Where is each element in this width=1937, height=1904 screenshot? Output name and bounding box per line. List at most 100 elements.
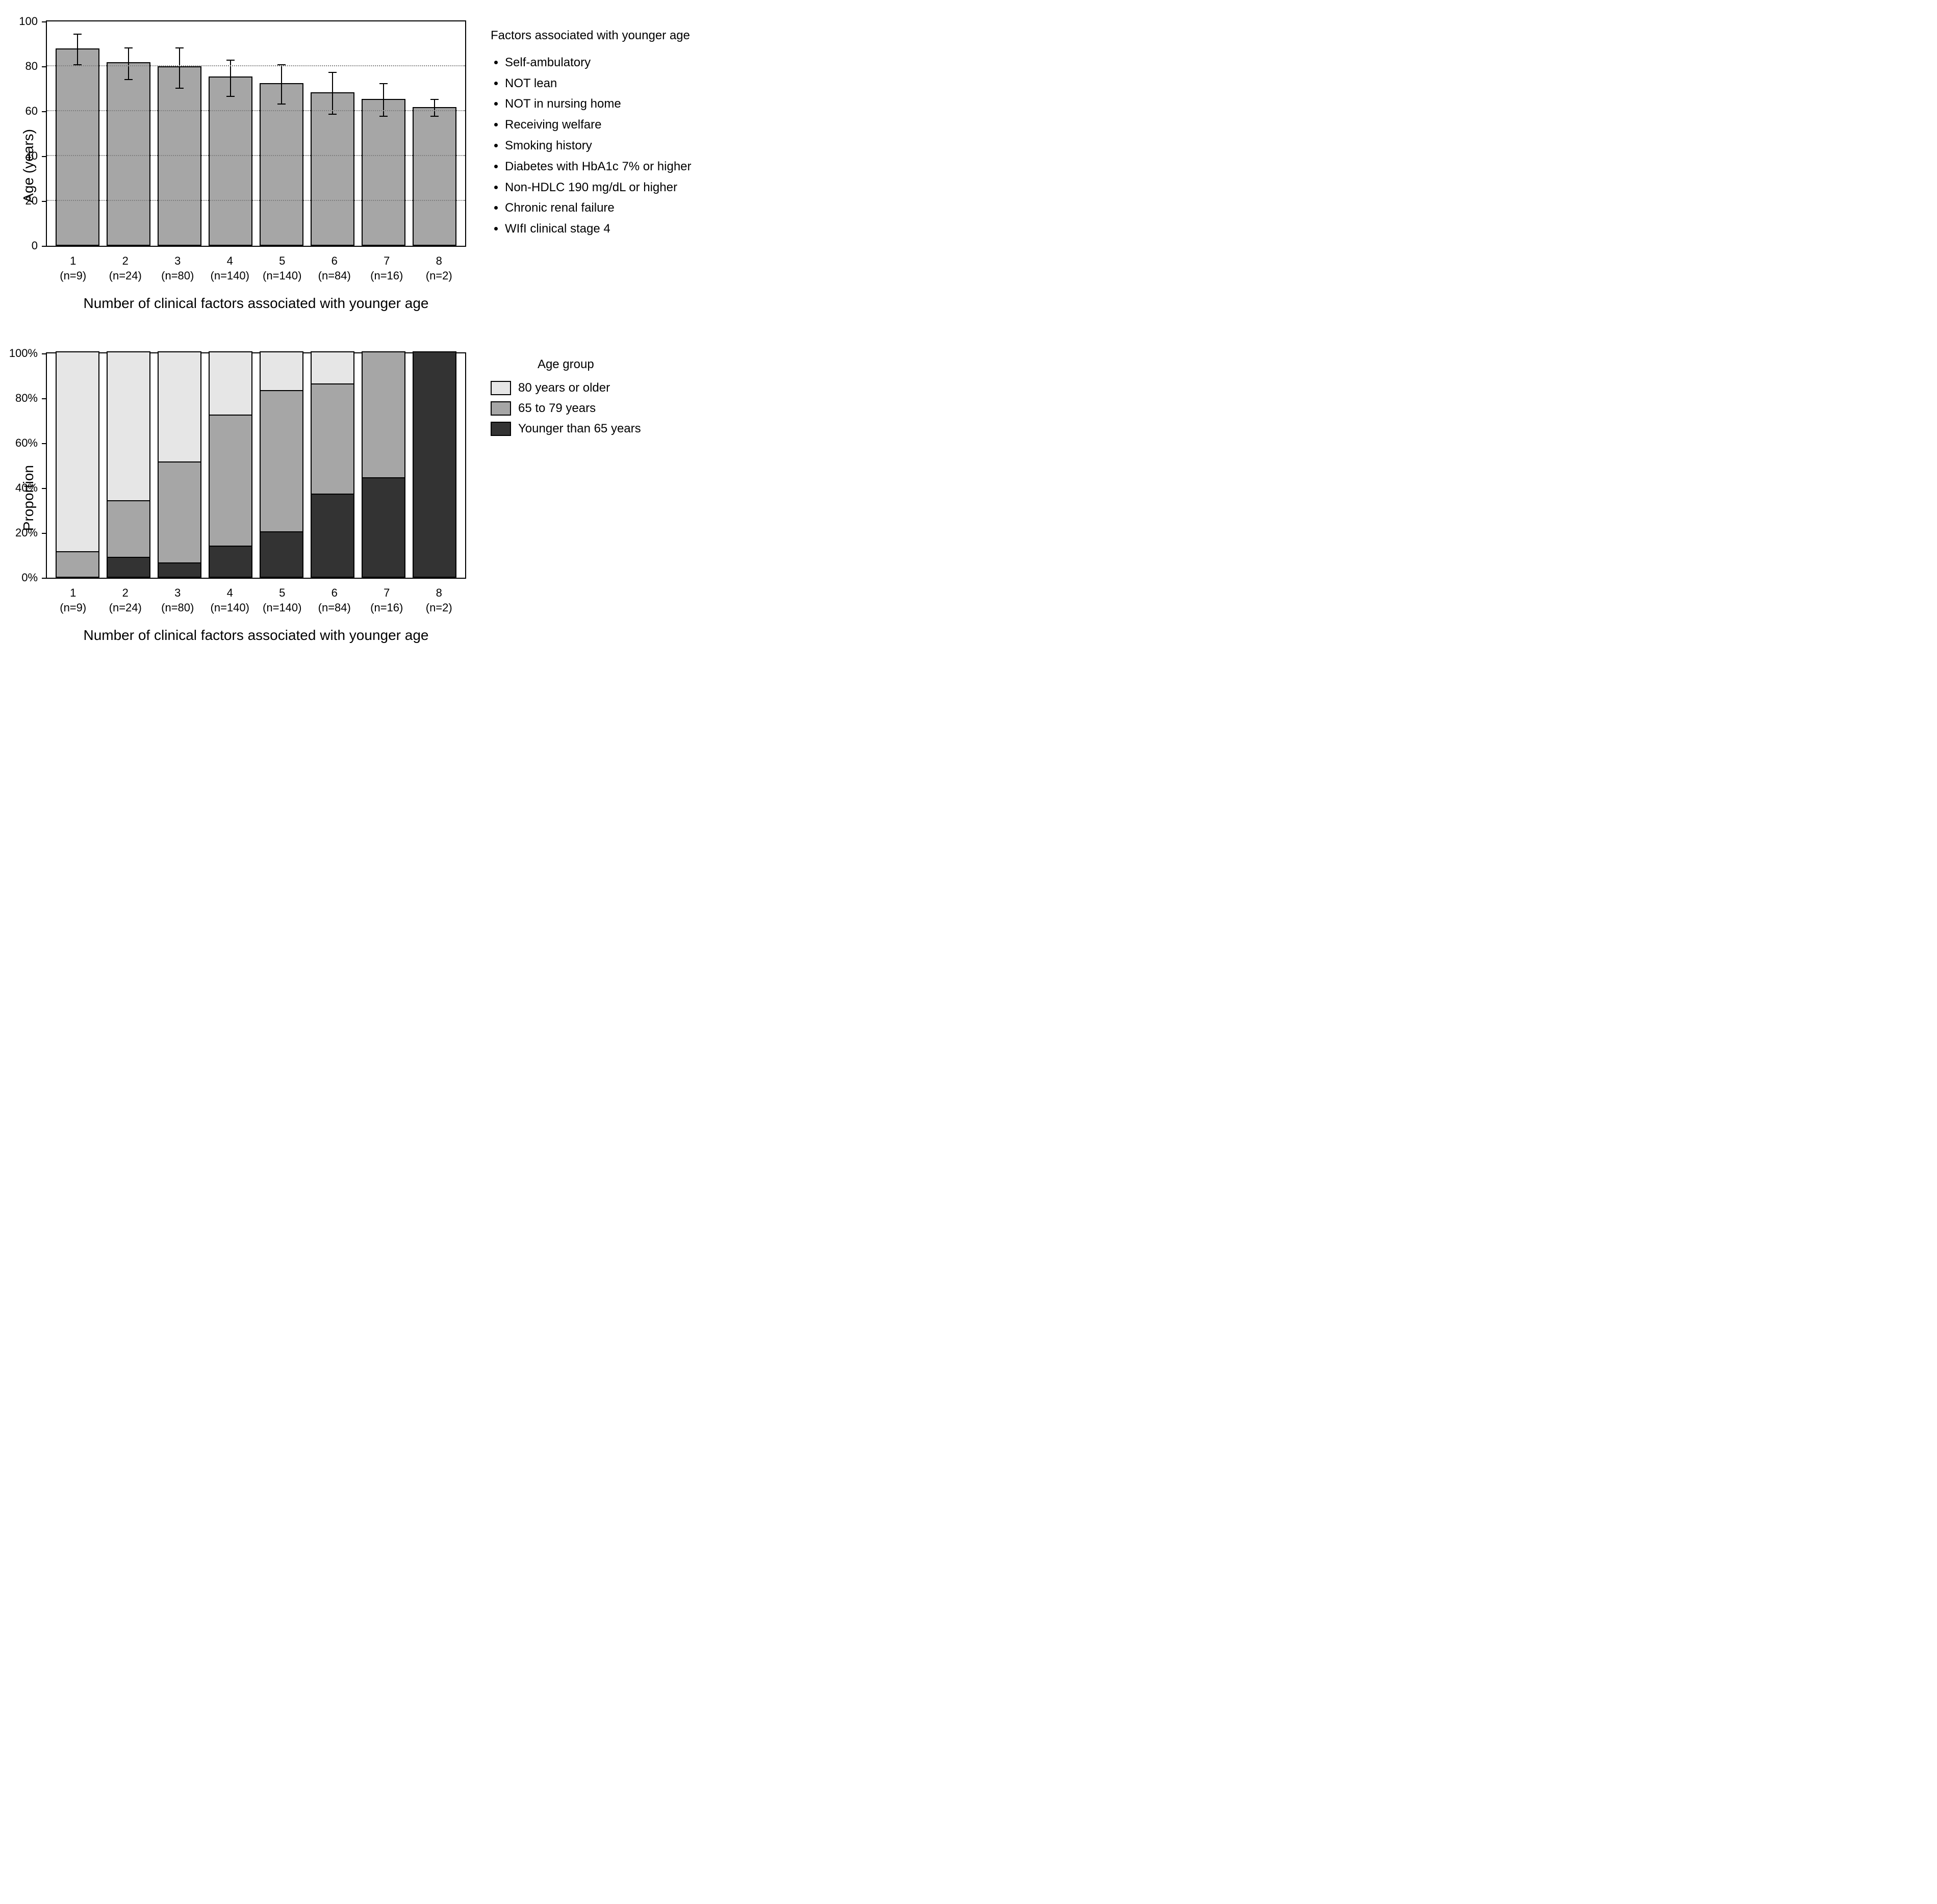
factors-title: Factors associated with younger age <box>491 25 692 46</box>
stack-segment-older80 <box>57 352 98 551</box>
factor-item: Non-HDLC 190 mg/dL or higher <box>505 177 692 198</box>
stacked-bar <box>311 351 354 578</box>
legend-label: 65 to 79 years <box>518 401 596 416</box>
stack-segment-mid6579 <box>57 551 98 577</box>
stacked-bar <box>209 351 252 578</box>
error-bar <box>434 99 435 117</box>
legend-swatch <box>491 381 511 395</box>
stacked-bar <box>260 351 303 578</box>
bottom-panel: Proportion 0%20%40%60%80%100% 1(n=9)2(n=… <box>20 352 1917 644</box>
stack-segment-younger65 <box>159 562 200 577</box>
factors-ul: Self-ambulatoryNOT leanNOT in nursing ho… <box>491 53 692 240</box>
top-chart-block: Age (years) 020406080100 1(n=9)2(n=24)3(… <box>20 20 470 312</box>
grid-line <box>47 110 465 111</box>
ytick: 0% <box>21 571 47 584</box>
figure-wrap: Age (years) 020406080100 1(n=9)2(n=24)3(… <box>20 20 1917 644</box>
stacked-bar <box>413 351 456 578</box>
bar <box>362 99 405 246</box>
legend-label: 80 years or older <box>518 381 610 395</box>
ytick: 40 <box>26 149 47 163</box>
bottom-chart-area: 0%20%40%60%80%100% 1(n=9)2(n=24)3(n=80)4… <box>42 352 470 644</box>
xtick: 2(n=24) <box>99 586 152 615</box>
legend-items: 80 years or older65 to 79 yearsYounger t… <box>491 381 641 436</box>
factor-item: NOT lean <box>505 73 692 94</box>
ytick: 100% <box>9 347 47 360</box>
bar-slot <box>52 353 103 578</box>
grid-line <box>47 200 465 201</box>
factor-item: Receiving welfare <box>505 115 692 136</box>
top-xlabel: Number of clinical factors associated wi… <box>83 295 428 312</box>
stack-segment-younger65 <box>261 531 302 577</box>
ytick: 60% <box>15 436 47 450</box>
bar-slot <box>409 353 460 578</box>
bottom-chart-block: Proportion 0%20%40%60%80%100% 1(n=9)2(n=… <box>20 352 470 644</box>
error-bar <box>179 47 180 89</box>
legend-swatch <box>491 422 511 436</box>
stack-segment-older80 <box>210 352 251 415</box>
bar <box>209 76 252 246</box>
xtick: 4(n=140) <box>204 586 257 615</box>
xtick: 3(n=80) <box>151 586 204 615</box>
bar-slot <box>409 21 460 246</box>
bar-slot <box>103 353 154 578</box>
error-bar <box>77 34 78 65</box>
ytick: 40% <box>15 481 47 495</box>
stack-segment-older80 <box>108 352 149 500</box>
stack-segment-mid6579 <box>363 352 404 477</box>
xtick: 8(n=2) <box>413 254 466 283</box>
stack-segment-mid6579 <box>261 390 302 531</box>
grid-line <box>47 65 465 66</box>
bar-slot <box>307 21 358 246</box>
xtick: 4(n=140) <box>204 254 257 283</box>
bar <box>311 92 354 246</box>
bar-slot <box>154 353 205 578</box>
factor-item: Self-ambulatory <box>505 53 692 73</box>
top-bars <box>47 21 465 246</box>
xtick: 5(n=140) <box>256 586 309 615</box>
bar-slot <box>358 353 409 578</box>
factor-item: Smoking history <box>505 136 692 157</box>
legend-title: Age group <box>491 357 641 372</box>
legend-item: 65 to 79 years <box>491 401 641 416</box>
stacked-bar <box>362 351 405 578</box>
bar <box>107 62 150 246</box>
bar-slot <box>256 353 307 578</box>
bottom-ylabel: Proportion <box>20 465 37 531</box>
xtick: 1(n=9) <box>47 586 99 615</box>
bar <box>56 48 99 246</box>
bar-slot <box>358 21 409 246</box>
factor-item: Chronic renal failure <box>505 198 692 219</box>
xtick: 6(n=84) <box>309 586 361 615</box>
bottom-bars <box>47 353 465 578</box>
stack-segment-older80 <box>312 352 353 383</box>
bar <box>260 83 303 246</box>
top-plot: 020406080100 <box>46 20 466 247</box>
stack-segment-older80 <box>159 352 200 461</box>
bar-slot <box>205 353 256 578</box>
stack-segment-mid6579 <box>159 461 200 562</box>
xtick: 1(n=9) <box>47 254 99 283</box>
factors-list: Factors associated with younger age Self… <box>491 20 692 240</box>
stack-segment-younger65 <box>312 494 353 577</box>
bar <box>413 107 456 246</box>
factor-item: NOT in nursing home <box>505 94 692 115</box>
bottom-xticks: 1(n=9)2(n=24)3(n=80)4(n=140)5(n=140)6(n=… <box>42 586 470 615</box>
age-group-legend: Age group 80 years or older 65 to 79 year… <box>491 352 641 442</box>
stack-segment-younger65 <box>414 352 455 577</box>
ytick: 60 <box>26 105 47 118</box>
stacked-bar <box>107 351 150 578</box>
top-xticks: 1(n=9)2(n=24)3(n=80)4(n=140)5(n=140)6(n=… <box>42 254 470 283</box>
bar-slot <box>154 21 205 246</box>
xtick: 3(n=80) <box>151 254 204 283</box>
stack-segment-mid6579 <box>312 383 353 494</box>
bar <box>158 66 201 246</box>
top-chart-area: 020406080100 1(n=9)2(n=24)3(n=80)4(n=140… <box>42 20 470 312</box>
bar-slot <box>52 21 103 246</box>
legend-swatch <box>491 401 511 416</box>
bottom-xlabel: Number of clinical factors associated wi… <box>83 627 428 644</box>
error-bar <box>128 47 129 80</box>
top-ylabel: Age (years) <box>20 129 37 203</box>
stack-segment-mid6579 <box>210 415 251 546</box>
top-panel: Age (years) 020406080100 1(n=9)2(n=24)3(… <box>20 20 1917 312</box>
ytick: 80 <box>26 60 47 73</box>
